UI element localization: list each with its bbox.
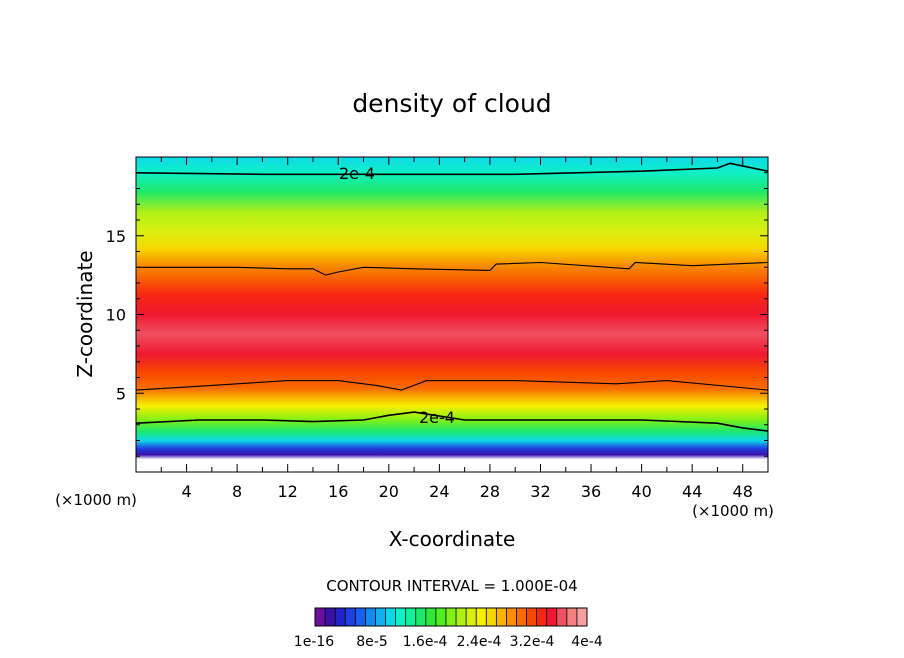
colorbar-swatch (576, 608, 588, 626)
colorbar-swatch (335, 608, 346, 626)
colorbar-swatch (315, 608, 326, 626)
colorbar-label: 8e-5 (356, 634, 387, 650)
colorbar-swatch (516, 608, 527, 626)
contour-line (136, 411, 768, 432)
axis-ticks (136, 157, 769, 472)
x-tick-label: 32 (530, 482, 550, 501)
x-unit-left: (×1000 m) (55, 491, 137, 509)
x-tick-label: 36 (581, 482, 601, 501)
colorbar-swatch (325, 608, 336, 626)
colorbar-swatch (456, 608, 467, 626)
colorbar-swatch (486, 608, 497, 626)
y-tick-label: 15 (106, 227, 126, 246)
colorbar-swatch (345, 608, 356, 626)
contour-label-top: 2e-4 (339, 164, 375, 183)
colorbar-swatch (496, 608, 507, 626)
x-tick-label: 44 (682, 482, 702, 501)
x-tick-label: 16 (328, 482, 348, 501)
x-tick-label: 8 (232, 482, 242, 501)
contour-lines (136, 162, 768, 432)
colorbar-swatch (506, 608, 517, 626)
y-axis-label: Z-coordinate (73, 250, 97, 377)
colorbar-swatch (536, 608, 547, 626)
colorbar-swatch (415, 608, 427, 626)
x-axis-label: X-coordinate (389, 527, 516, 551)
y-tick-label: 10 (106, 306, 126, 325)
colorbar-label: 2.4e-4 (457, 634, 502, 650)
x-tick-label: 28 (480, 482, 500, 501)
colorbar-swatch (405, 608, 417, 626)
contour-line (136, 162, 768, 176)
x-tick-label: 12 (278, 482, 298, 501)
colorbar-swatch (425, 608, 437, 626)
colorbar-swatch (375, 608, 386, 626)
colorbar-swatch (395, 608, 406, 626)
x-tick-label: 20 (379, 482, 399, 501)
x-unit-right: (×1000 m) (692, 502, 774, 520)
colorbar-label: 1e-16 (294, 634, 334, 650)
x-tick-label: 48 (733, 482, 753, 501)
colorbar-swatch (546, 608, 558, 626)
colorbar-swatch (466, 608, 477, 626)
colorbar-swatch (445, 608, 457, 626)
colorbar-swatch (526, 608, 537, 626)
contour-line (136, 261, 768, 276)
colorbar-label: 1.6e-4 (403, 634, 448, 650)
colorbar-frame (314, 607, 588, 627)
colorbar-swatch (556, 608, 568, 626)
x-tick-label: 40 (631, 482, 651, 501)
contour-line (136, 380, 768, 391)
colorbar-swatch (365, 608, 376, 626)
colorbar-swatch (385, 608, 396, 626)
chart-title: density of cloud (352, 89, 551, 118)
colorbar-swatch (435, 608, 447, 626)
y-tick-label: 5 (116, 384, 126, 403)
colorbar-swatch (476, 608, 487, 626)
colorbar-labels: 1e-16 8e-5 1.6e-4 2.4e-4 3.2e-4 4e-4 (294, 634, 603, 650)
x-tick-label: 4 (181, 482, 191, 501)
colorbar-swatch (355, 608, 366, 626)
x-tick-label: 24 (429, 482, 449, 501)
colorbar-label: 4e-4 (571, 634, 603, 650)
contour-interval-text: CONTOUR INTERVAL = 1.000E-04 (326, 577, 577, 595)
colorbar-label: 3.2e-4 (510, 634, 555, 650)
colorbar (314, 607, 588, 627)
colorbar-swatch (566, 608, 578, 626)
contour-label-low: 2e-4 (419, 408, 455, 427)
